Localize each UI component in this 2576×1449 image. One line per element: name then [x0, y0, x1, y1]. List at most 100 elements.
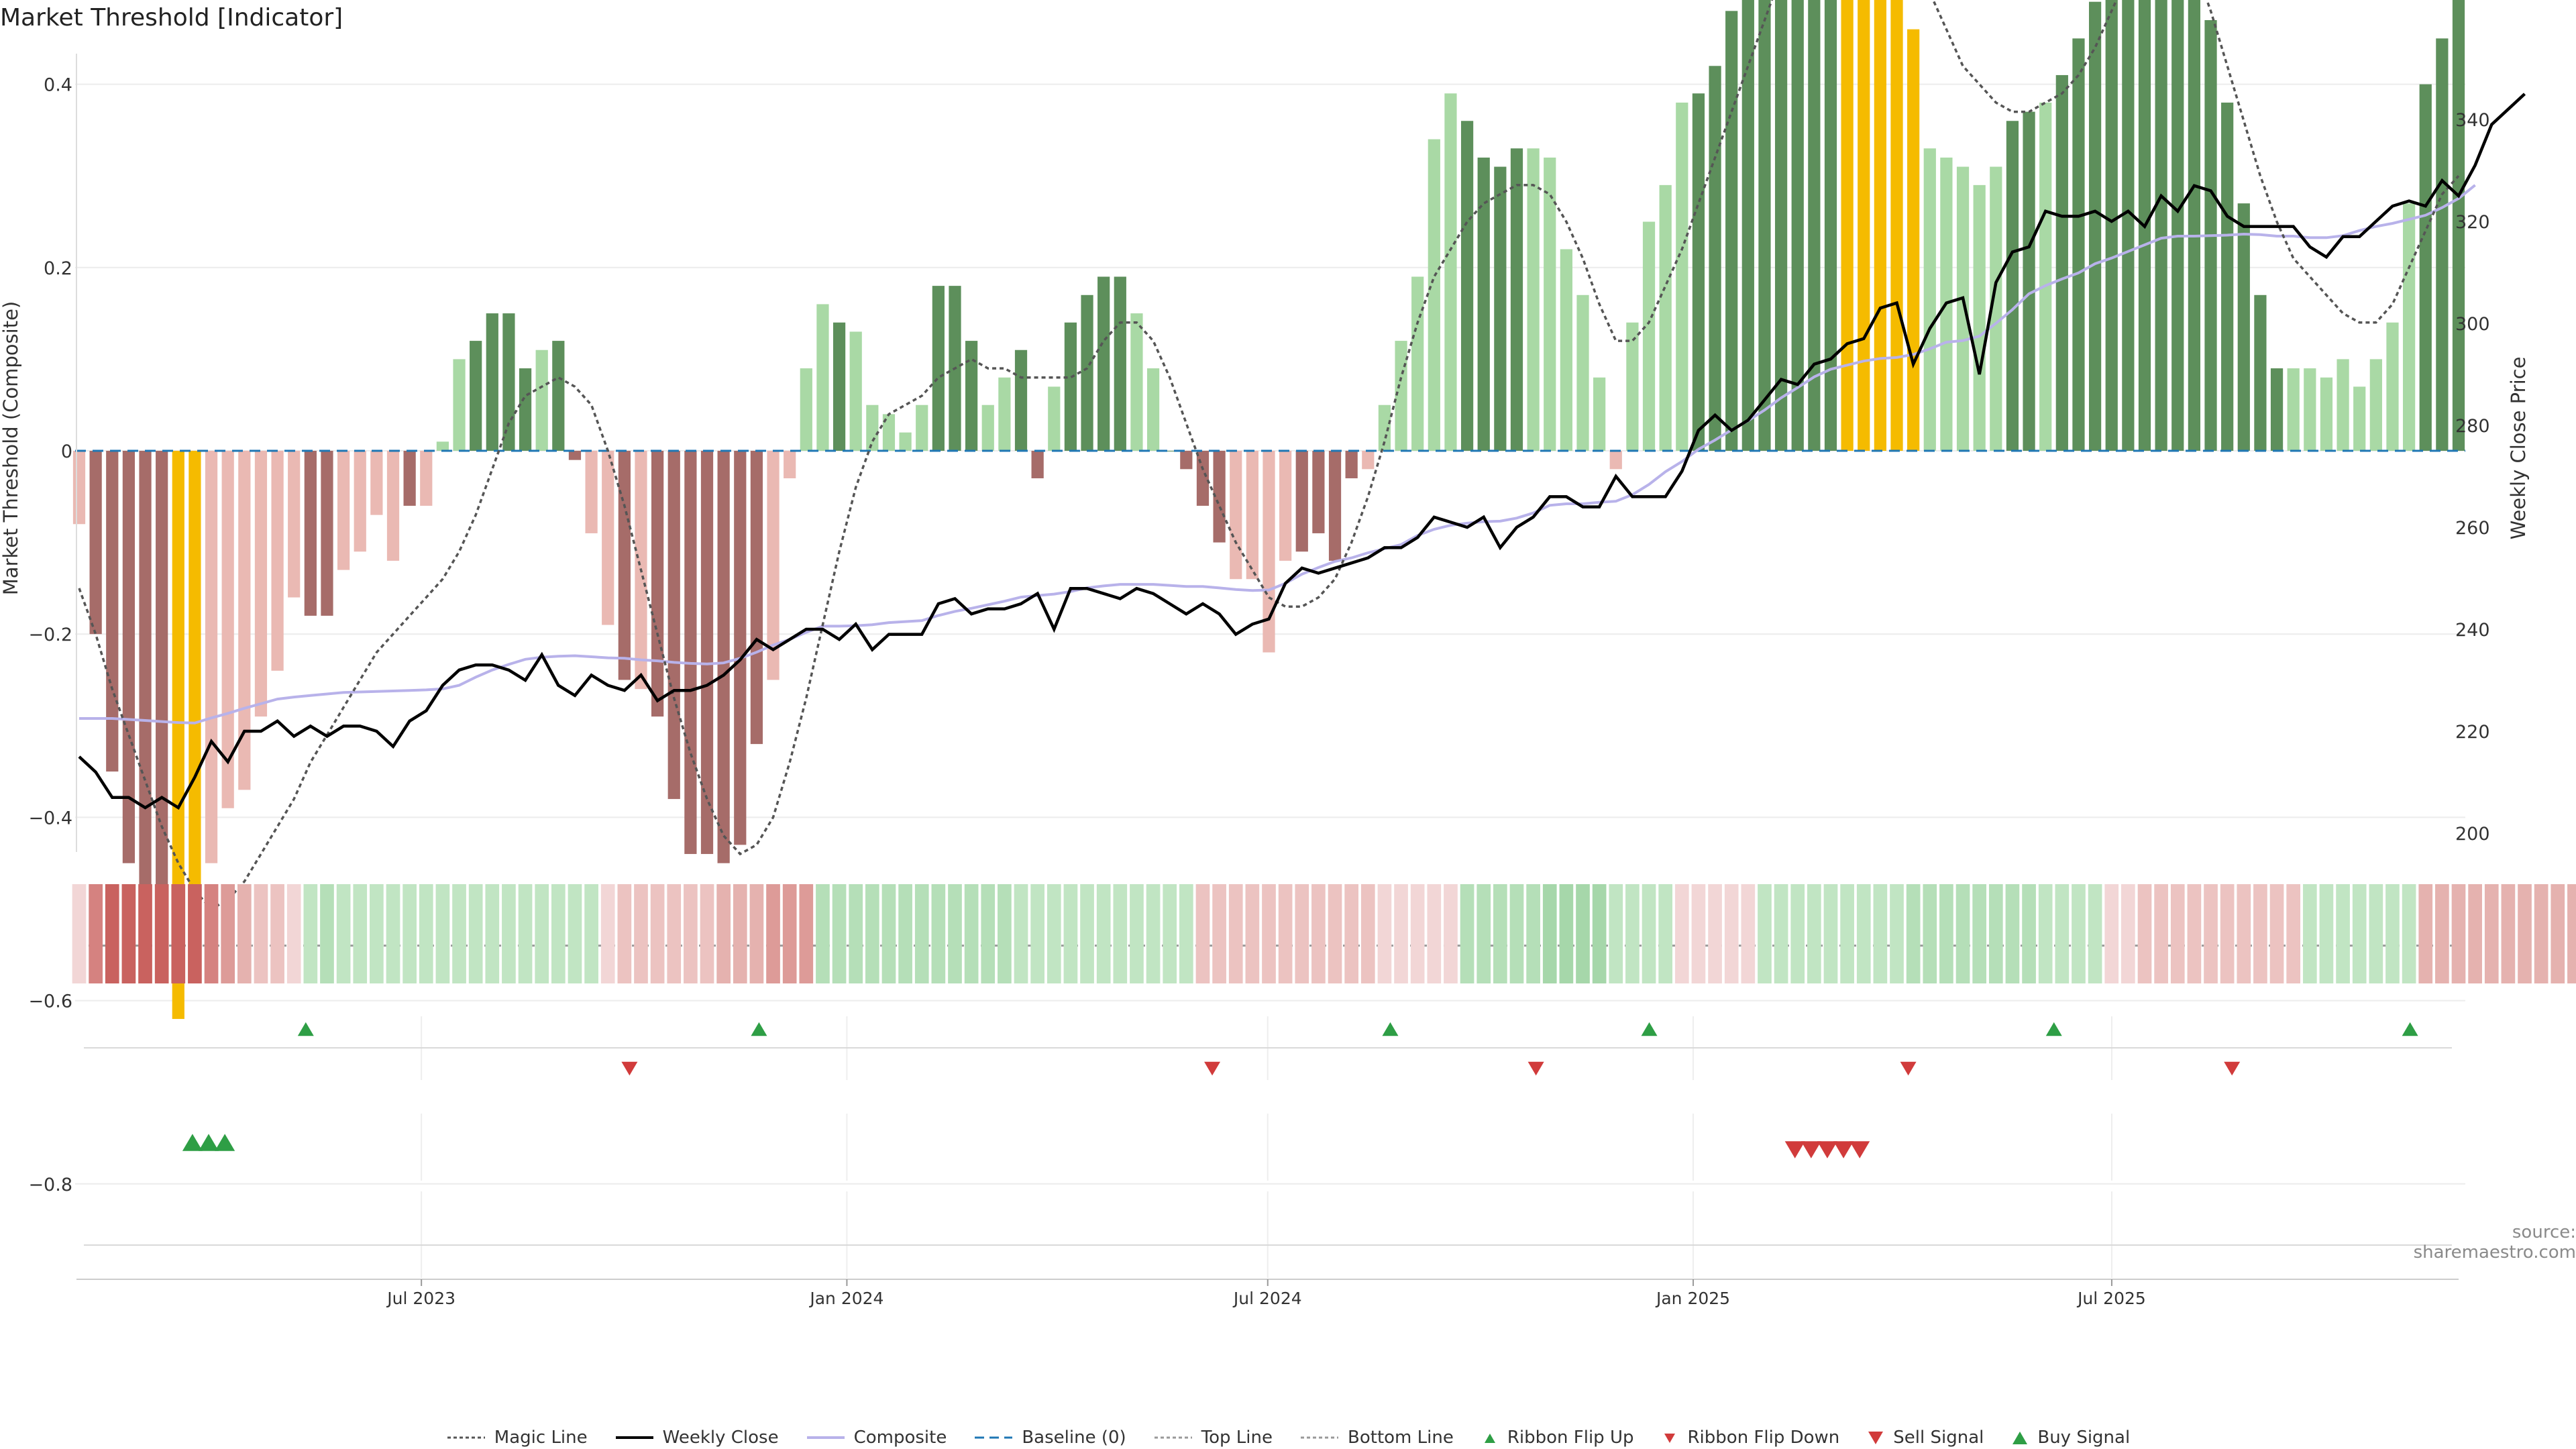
composite-bar [998, 377, 1011, 451]
ribbon-cell [2104, 884, 2119, 983]
ribbon-cell [171, 884, 186, 983]
composite-bar [1560, 249, 1572, 451]
ribbon-cell [1890, 884, 1904, 983]
solid-line-black-icon [615, 1436, 653, 1439]
ribbon-cell [1939, 884, 1953, 983]
composite-bar [2270, 368, 2284, 451]
y-tick-label: −0.2 [28, 625, 72, 645]
legend-label: Weekly Close [662, 1428, 779, 1448]
composite-bar [1758, 0, 1771, 451]
composite-bar [436, 441, 449, 451]
composite-bar [1230, 451, 1242, 580]
ribbon-cell [1179, 884, 1193, 983]
composite-bar [2055, 74, 2068, 451]
ribbon-cell [386, 884, 400, 983]
composite-bar [535, 350, 548, 451]
composite-bar [1593, 377, 1606, 451]
ribbon-cell [2055, 884, 2070, 983]
composite-bar [72, 451, 86, 525]
composite-bar [2386, 322, 2399, 451]
composite-bar [1196, 451, 1210, 506]
ribbon-cell [1096, 884, 1111, 983]
legend-label: Top Line [1201, 1428, 1273, 1448]
ribbon-cell [1807, 884, 1821, 983]
ribbon-cell [89, 884, 103, 983]
ribbon-cell [2187, 884, 2202, 983]
legend-item: Bottom Line [1299, 1428, 1454, 1448]
ribbon-cell [105, 884, 119, 983]
ribbon-cell [2484, 884, 2499, 983]
composite-bar [1130, 313, 1143, 451]
composite-bar [1064, 322, 1077, 451]
ribbon-cell [2435, 884, 2449, 983]
ribbon-cell [485, 884, 500, 983]
ribbon-cell [1212, 884, 1226, 983]
ribbon-cell [1790, 884, 1805, 983]
ribbon-cell [1360, 884, 1375, 983]
composite-bar [1741, 0, 1754, 451]
composite-bar [651, 451, 664, 717]
composite-bar [717, 451, 730, 863]
ribbon-cell [270, 884, 284, 983]
ribbon-cell [1741, 884, 1756, 983]
composite-bar [965, 341, 978, 451]
y-tick-label: −0.4 [28, 808, 72, 828]
composite-bar [1328, 451, 1342, 561]
ribbon-cell [2204, 884, 2218, 983]
composite-bar [453, 359, 466, 451]
legend-label: Ribbon Flip Up [1507, 1428, 1634, 1448]
ribbon-cell [1163, 884, 1177, 983]
composite-bar [271, 451, 284, 671]
ribbon-cell [1410, 884, 1425, 983]
composite-bar [1808, 0, 1821, 451]
composite-bar [667, 451, 680, 800]
ribbon-flip-panel [84, 1016, 2452, 1080]
ribbon-cell [766, 884, 780, 983]
ribbon-cell [782, 884, 797, 983]
composite-bar [932, 286, 945, 451]
ribbon-cell [402, 884, 417, 983]
composite-bar [386, 451, 400, 561]
ribbon-flip-up-marker [1382, 1022, 1399, 1036]
dotted-line-icon [447, 1436, 485, 1439]
ribbon-cell [617, 884, 632, 983]
legend-item: Ribbon Flip Up [1481, 1428, 1634, 1448]
composite-bar [552, 341, 565, 451]
y-tick-label: 0 [61, 441, 72, 462]
ribbon-cell [237, 884, 252, 983]
ribbon-cell [551, 884, 566, 983]
composite-bar [354, 451, 366, 552]
composite-bar [403, 451, 416, 506]
ribbon-cell [634, 884, 648, 983]
composite-bar [1841, 0, 1854, 451]
x-tick-label: Jul 2024 [1232, 1289, 1302, 1308]
ribbon-cell [1311, 884, 1326, 983]
composite-bar [1460, 121, 1474, 451]
composite-bar [502, 313, 515, 451]
composite-bar [784, 451, 796, 478]
composite-bar [288, 451, 301, 598]
composite-bar [1609, 451, 1622, 470]
x-tick-label: Jan 2025 [1655, 1289, 1730, 1308]
composite-bar [106, 451, 119, 772]
composite-bar [2188, 0, 2201, 451]
legend-label: Buy Signal [2037, 1428, 2131, 1448]
composite-bar [486, 313, 498, 451]
sell-signal-marker [1801, 1141, 1821, 1159]
legend-item: Weekly Close [614, 1428, 779, 1448]
ribbon-cell [1724, 884, 1739, 983]
ribbon-cell [1344, 884, 1359, 983]
composite-bar [1477, 157, 1490, 451]
y2-tick-label: 260 [2455, 518, 2490, 539]
y-tick-label: 0.4 [44, 75, 72, 96]
ribbon-cell [2005, 884, 2020, 983]
composite-bar [1774, 0, 1788, 451]
ribbon-cell [2269, 884, 2284, 983]
ribbon-cell [1823, 884, 1838, 983]
ribbon-cell [584, 884, 598, 983]
ribbon-cell [154, 884, 169, 983]
ribbon-cell [1642, 884, 1656, 983]
composite-bar [221, 451, 234, 808]
ribbon-cell [1195, 884, 1210, 983]
ribbon-cell [948, 884, 962, 983]
